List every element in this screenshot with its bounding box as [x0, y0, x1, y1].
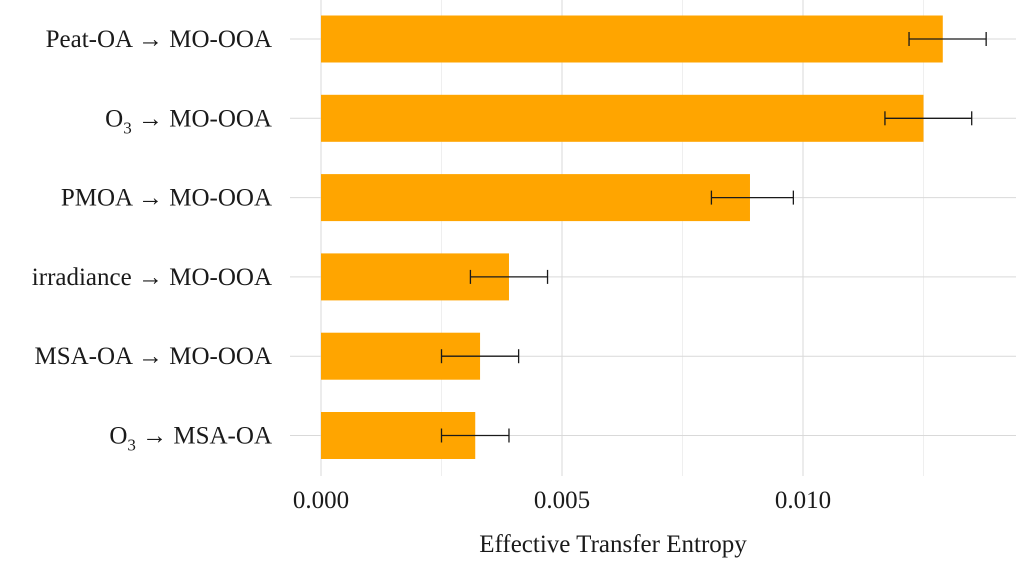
bar	[321, 15, 943, 63]
x-axis-title: Effective Transfer Entropy	[479, 531, 747, 558]
error-bars	[440, 32, 987, 443]
category-label: MSA-OA → MO-OOA	[34, 343, 272, 370]
bar	[321, 174, 750, 222]
x-tick-label: 0.005	[534, 487, 590, 514]
category-label: O3 → MSA-OA	[109, 423, 272, 455]
category-label: PMOA → MO-OOA	[61, 185, 272, 212]
bars	[321, 15, 943, 459]
grid-lines	[290, 0, 1016, 476]
x-tick-label: 0.010	[775, 487, 831, 514]
error-bar	[440, 428, 510, 443]
category-label: irradiance → MO-OOA	[32, 264, 272, 291]
bar	[321, 94, 924, 142]
x-tick-labels: 0.000 0.005 0.010	[293, 487, 831, 514]
category-label: O3 → MO-OOA	[105, 105, 272, 137]
error-bar	[710, 190, 795, 205]
error-bar	[440, 349, 520, 364]
error-bar	[884, 111, 973, 126]
category-labels: Peat-OA → MO-OOA O3 → MO-OOA PMOA → MO-OOA…	[32, 26, 272, 455]
x-tick-label: 0.000	[293, 487, 349, 514]
category-label: Peat-OA → MO-OOA	[46, 26, 272, 53]
error-bar	[908, 32, 987, 46]
error-bar	[469, 269, 549, 284]
